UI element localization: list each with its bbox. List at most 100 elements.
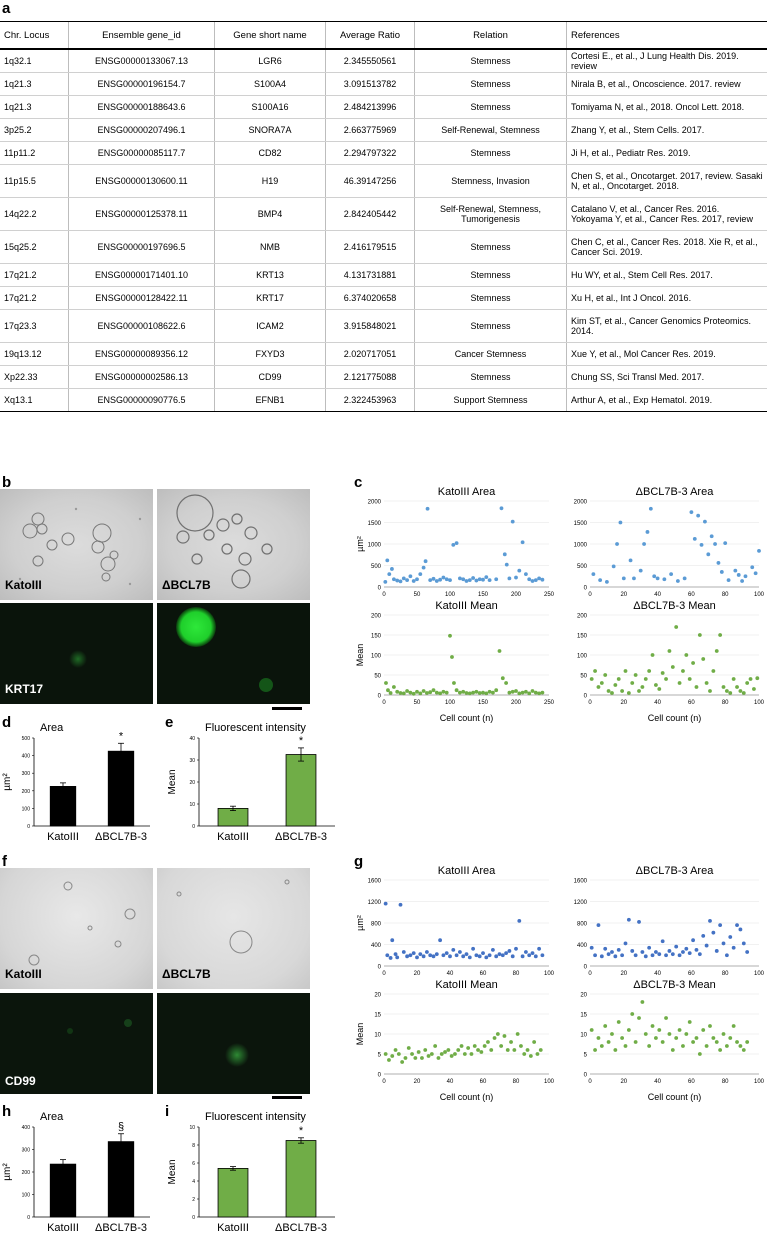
x-axis-label: Cell count (n) — [648, 1092, 702, 1102]
data-point — [670, 952, 675, 957]
fluorescence-image — [176, 607, 273, 692]
y-tick-label: 1500 — [574, 521, 588, 527]
data-point — [735, 923, 739, 928]
y-tick-label: 5 — [584, 1053, 588, 1059]
y-tick-label: 5 — [378, 1053, 382, 1059]
data-point — [643, 1032, 648, 1036]
data-point — [444, 951, 449, 955]
x-tick-label: 50 — [414, 700, 421, 706]
y-tick-label: 200 — [371, 614, 382, 620]
y-tick-label: 1000 — [574, 543, 588, 549]
data-point — [593, 953, 597, 958]
data-point — [502, 552, 507, 557]
col-header: References — [566, 21, 767, 50]
col-header: Ensemble gene_id — [68, 21, 215, 50]
table-cell: Catalano V, et al., Cancer Res. 2016. Yo… — [566, 197, 767, 231]
table-cell: 46.39147256 — [325, 164, 415, 198]
data-point — [452, 681, 456, 685]
chart-title: Fluorescent intensity — [205, 722, 306, 734]
y-tick-label: 10 — [374, 1033, 381, 1039]
y-tick-label: 2000 — [368, 500, 382, 506]
data-point — [383, 901, 388, 906]
chart-title: Fluorescent intensity — [205, 1111, 306, 1123]
x-axis-label: Cell count (n) — [440, 1092, 494, 1102]
data-point — [535, 1052, 540, 1056]
y-tick-label: 150 — [371, 634, 382, 640]
data-point — [489, 1048, 494, 1052]
data-point — [471, 946, 475, 951]
data-point — [647, 1044, 652, 1048]
data-point — [487, 953, 492, 958]
table-cell: 2.294797322 — [325, 141, 415, 165]
data-point — [540, 953, 545, 958]
table-cell: Support Stemness — [414, 388, 567, 412]
data-point — [741, 941, 746, 946]
table-cell: Stemness — [414, 95, 567, 119]
data-point — [689, 510, 694, 515]
table-cell: Cortesi E., et al., J Lung Health Dis. 2… — [566, 49, 767, 73]
chart-title: Area — [40, 1111, 64, 1123]
data-point — [514, 689, 518, 693]
x-tick-label: 40 — [654, 700, 661, 706]
data-point — [697, 633, 702, 637]
data-point — [481, 577, 485, 582]
micrograph-dbcl7b-brightfield-f: ΔBCL7B — [157, 868, 310, 989]
data-point — [449, 1054, 454, 1058]
x-tick-label: 0 — [382, 971, 386, 977]
data-point — [684, 946, 689, 951]
y-tick-label: 500 — [22, 736, 31, 742]
data-point — [458, 950, 462, 954]
micrograph-katoiii-brightfield-f: KatoIII — [0, 868, 153, 989]
y-tick-label: 400 — [22, 1125, 31, 1131]
table-cell: CD99 — [214, 365, 326, 389]
data-point — [431, 954, 436, 959]
data-point — [428, 578, 433, 583]
bar-chart-fluorescence-e: Fluorescent intensity 0 10 20 30 40 Mean KatoII… — [167, 722, 335, 843]
data-point — [454, 541, 459, 546]
table-cell: 2.322453963 — [325, 388, 415, 412]
y-tick-label: 0 — [192, 824, 195, 830]
data-point — [411, 951, 416, 955]
significance-marker: * — [299, 735, 304, 747]
data-point — [522, 1052, 527, 1056]
data-point — [462, 1052, 467, 1056]
data-point — [708, 689, 712, 693]
table-cell: 2.345550561 — [325, 49, 415, 73]
data-point — [632, 576, 636, 581]
data-point — [507, 949, 512, 953]
data-point — [642, 542, 646, 546]
data-point — [738, 927, 743, 932]
data-point — [606, 952, 611, 957]
cell-image — [176, 879, 290, 954]
table-cell: ENSG00000171401.10 — [68, 263, 215, 287]
bar-chart-area-d: Area 0 100 200 300 400 500 µm² KatoIII ΔBCL7B-3 * — [2, 722, 150, 843]
data-point — [398, 902, 403, 907]
data-point — [630, 681, 635, 685]
y-tick-label: 500 — [577, 564, 588, 570]
data-point — [481, 951, 485, 955]
y-tick-label: 100 — [577, 654, 588, 660]
y-tick-label: 0 — [27, 1215, 30, 1221]
data-point — [477, 577, 482, 582]
scatter-chart-dbcl7b-area: ΔBCL7B-3 Area 0 500 1000 1500 2000 0 20 40 60 80 10… — [574, 486, 765, 598]
data-point — [652, 574, 657, 579]
data-point — [674, 944, 679, 949]
data-point — [681, 950, 685, 954]
data-point — [504, 951, 508, 955]
data-point — [406, 1046, 411, 1050]
y-tick-label: 8 — [192, 1143, 195, 1149]
data-point — [682, 576, 687, 581]
data-point — [694, 947, 699, 952]
y-tick-label: 1200 — [368, 900, 382, 906]
data-point — [423, 559, 428, 564]
data-point — [623, 1044, 628, 1048]
data-point — [606, 689, 611, 693]
data-point — [517, 568, 522, 573]
y-tick-label: 2000 — [574, 500, 588, 506]
data-point — [533, 578, 538, 583]
data-point — [606, 1040, 611, 1044]
data-point — [593, 669, 597, 673]
table-cell: Zhang Y, et al., Stem Cells. 2017. — [566, 118, 767, 142]
x-tick-label: 60 — [688, 1079, 695, 1085]
data-point — [494, 577, 499, 582]
